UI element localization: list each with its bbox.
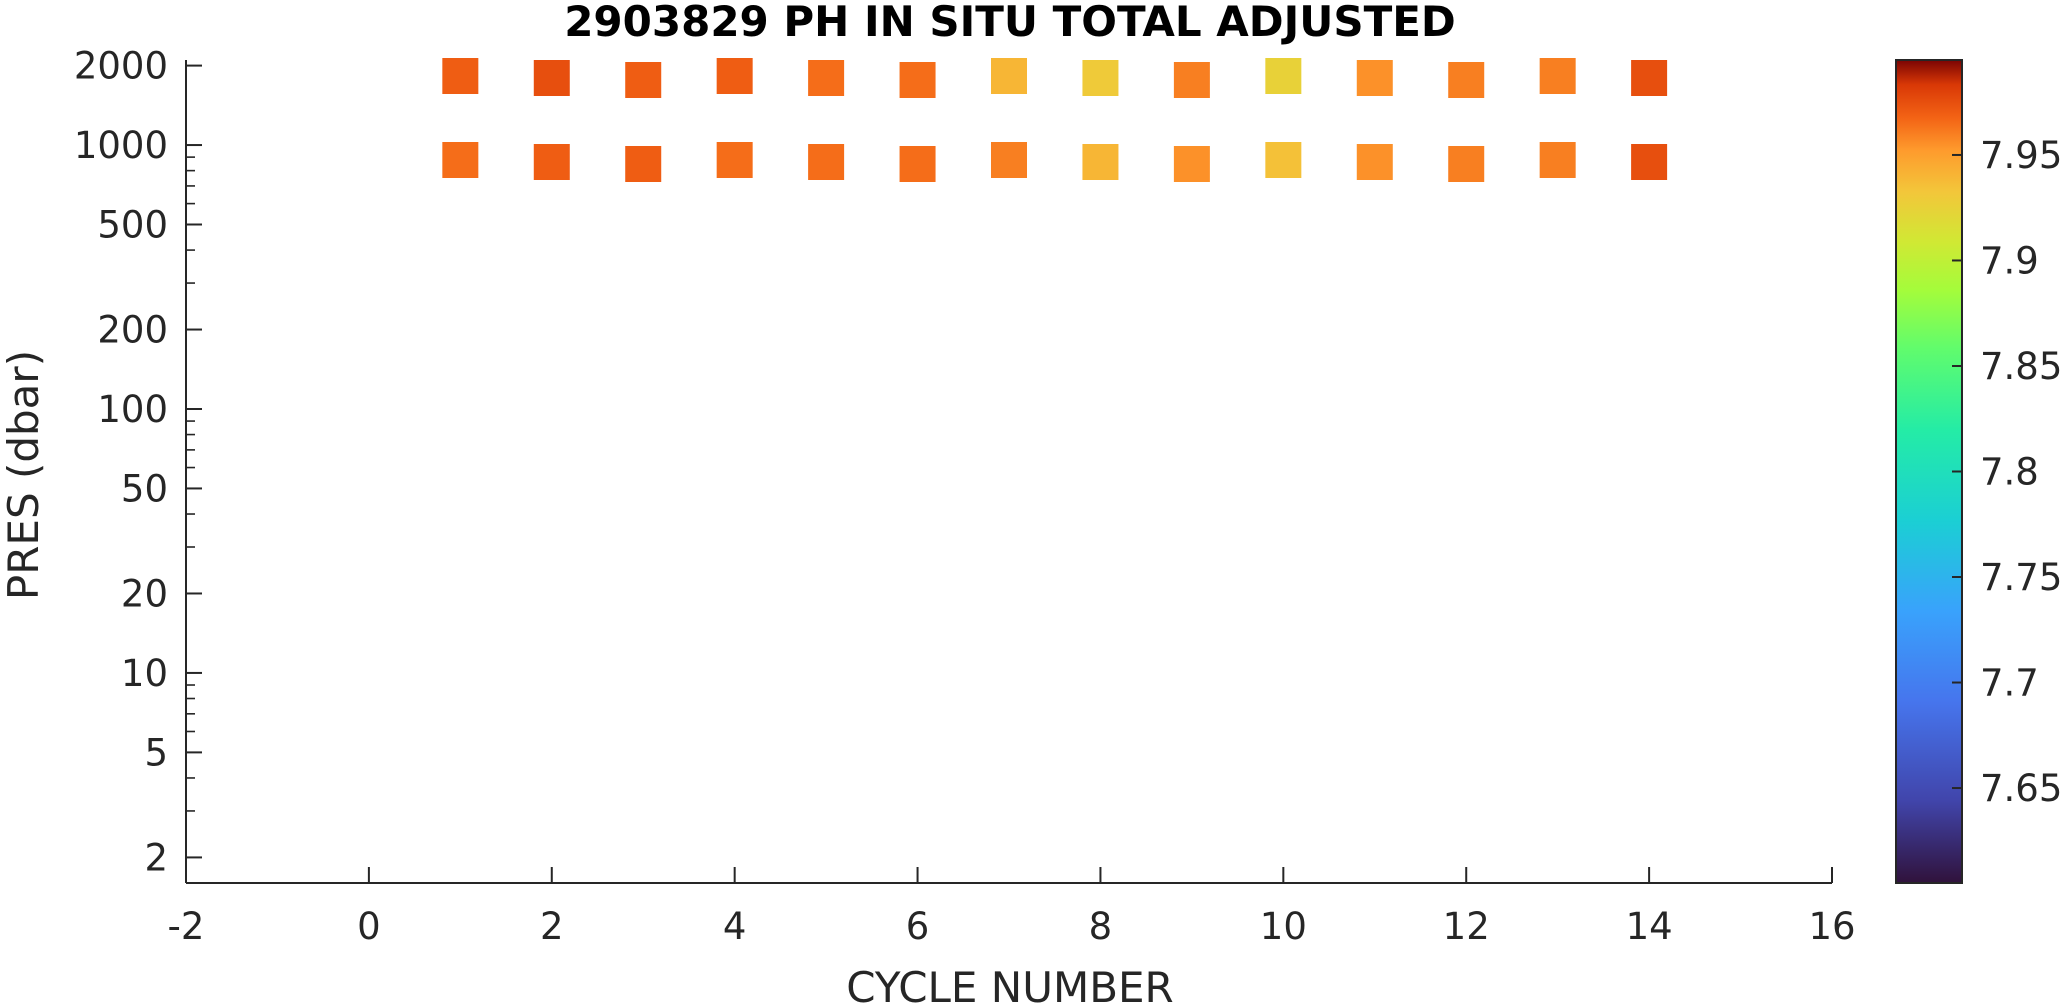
surface-sample bbox=[808, 60, 845, 96]
x-tick-label: 10 bbox=[1260, 905, 1307, 948]
x-tick-label: 16 bbox=[1808, 905, 1855, 948]
profile-cycle-13 bbox=[1539, 58, 1576, 178]
colorbar-tick-label: 7.85 bbox=[1980, 345, 2060, 388]
near-surface-sample bbox=[533, 144, 570, 180]
colorbar-tick-label: 7.9 bbox=[1980, 239, 2039, 282]
surface-sample bbox=[991, 58, 1027, 94]
profile-cycle-4 bbox=[716, 58, 753, 178]
near-surface-sample bbox=[442, 142, 479, 178]
colorbar-tick-label: 7.95 bbox=[1980, 134, 2060, 177]
surface-sample bbox=[1539, 58, 1576, 94]
profile-cycle-14 bbox=[1631, 60, 1668, 180]
surface-sample bbox=[442, 58, 479, 94]
y-tick-label: 5 bbox=[144, 731, 168, 774]
profile-cycle-8 bbox=[1082, 60, 1119, 180]
surface-sample bbox=[1082, 60, 1119, 96]
y-tick-label: 200 bbox=[97, 309, 168, 352]
profile-cycle-12 bbox=[1448, 62, 1485, 182]
profile-cycle-10 bbox=[1265, 58, 1302, 178]
x-tick-label: 6 bbox=[906, 905, 930, 948]
profile-cycle-3 bbox=[625, 62, 662, 182]
profile-cycle-9 bbox=[1173, 62, 1210, 182]
colorbar-tick-label: 7.7 bbox=[1980, 662, 2039, 705]
near-surface-sample bbox=[1082, 144, 1119, 180]
near-surface-sample bbox=[1356, 144, 1393, 180]
near-surface-sample bbox=[1173, 146, 1210, 182]
near-surface-sample bbox=[991, 142, 1027, 178]
profile-cycle-2 bbox=[533, 60, 570, 180]
colorbar-tick-label: 7.65 bbox=[1980, 767, 2060, 810]
surface-sample bbox=[1631, 60, 1668, 96]
surface-sample bbox=[625, 62, 662, 98]
x-tick-label: 4 bbox=[723, 905, 747, 948]
y-tick-label: 500 bbox=[97, 204, 168, 247]
profiles-layer bbox=[442, 58, 1668, 182]
chart-title: 2903829 PH IN SITU TOTAL ADJUSTED bbox=[564, 0, 1456, 46]
x-axis-label: CYCLE NUMBER bbox=[846, 963, 1174, 1007]
near-surface-sample bbox=[899, 146, 936, 182]
profile-cycle-5 bbox=[808, 60, 845, 180]
axes: -2 0 2 4 6 8 10 12 14 16 2 5 10 20 50 100 200 500 1000 2000 bbox=[74, 45, 1856, 948]
y-tick-label: 50 bbox=[121, 467, 168, 510]
near-surface-sample bbox=[1265, 142, 1302, 178]
colorbar-tick-label: 7.8 bbox=[1980, 451, 2039, 494]
x-tick-label: 0 bbox=[357, 905, 381, 948]
profile-cycle-11 bbox=[1356, 60, 1393, 180]
y-tick-label: 2 bbox=[144, 836, 168, 879]
near-surface-sample bbox=[625, 146, 662, 182]
surface-sample bbox=[1173, 62, 1210, 98]
x-tick-label: -2 bbox=[168, 905, 205, 948]
x-tick-label: 14 bbox=[1626, 905, 1673, 948]
surface-sample bbox=[1448, 62, 1485, 98]
x-tick-label: 8 bbox=[1089, 905, 1113, 948]
x-tick-label: 2 bbox=[540, 905, 564, 948]
profile-cycle-1 bbox=[442, 58, 479, 178]
profile-cycle-6 bbox=[899, 62, 936, 182]
colorbar-tick-label: 7.75 bbox=[1980, 556, 2060, 599]
y-tick-label: 100 bbox=[97, 388, 168, 431]
y-tick-label: 2000 bbox=[74, 45, 168, 88]
near-surface-sample bbox=[1631, 144, 1668, 180]
y-tick-label: 10 bbox=[121, 652, 168, 695]
surface-sample bbox=[716, 58, 753, 94]
y-tick-label: 1000 bbox=[74, 124, 168, 167]
surface-sample bbox=[1356, 60, 1393, 96]
near-surface-sample bbox=[716, 142, 753, 178]
y-tick-label: 20 bbox=[121, 572, 168, 615]
colorbar: 7.65 7.7 7.75 7.8 7.85 7.9 7.95 bbox=[1895, 59, 2060, 884]
x-tick-label: 12 bbox=[1443, 905, 1490, 948]
surface-sample bbox=[899, 62, 936, 98]
near-surface-sample bbox=[1539, 142, 1576, 178]
surface-sample bbox=[533, 60, 570, 96]
profile-cycle-7 bbox=[991, 58, 1027, 178]
surface-sample bbox=[1265, 58, 1302, 94]
near-surface-sample bbox=[1448, 146, 1485, 182]
near-surface-sample bbox=[808, 144, 845, 180]
y-axis-label: PRES (dbar) bbox=[0, 350, 48, 600]
colorbar-gradient bbox=[1895, 59, 1963, 884]
